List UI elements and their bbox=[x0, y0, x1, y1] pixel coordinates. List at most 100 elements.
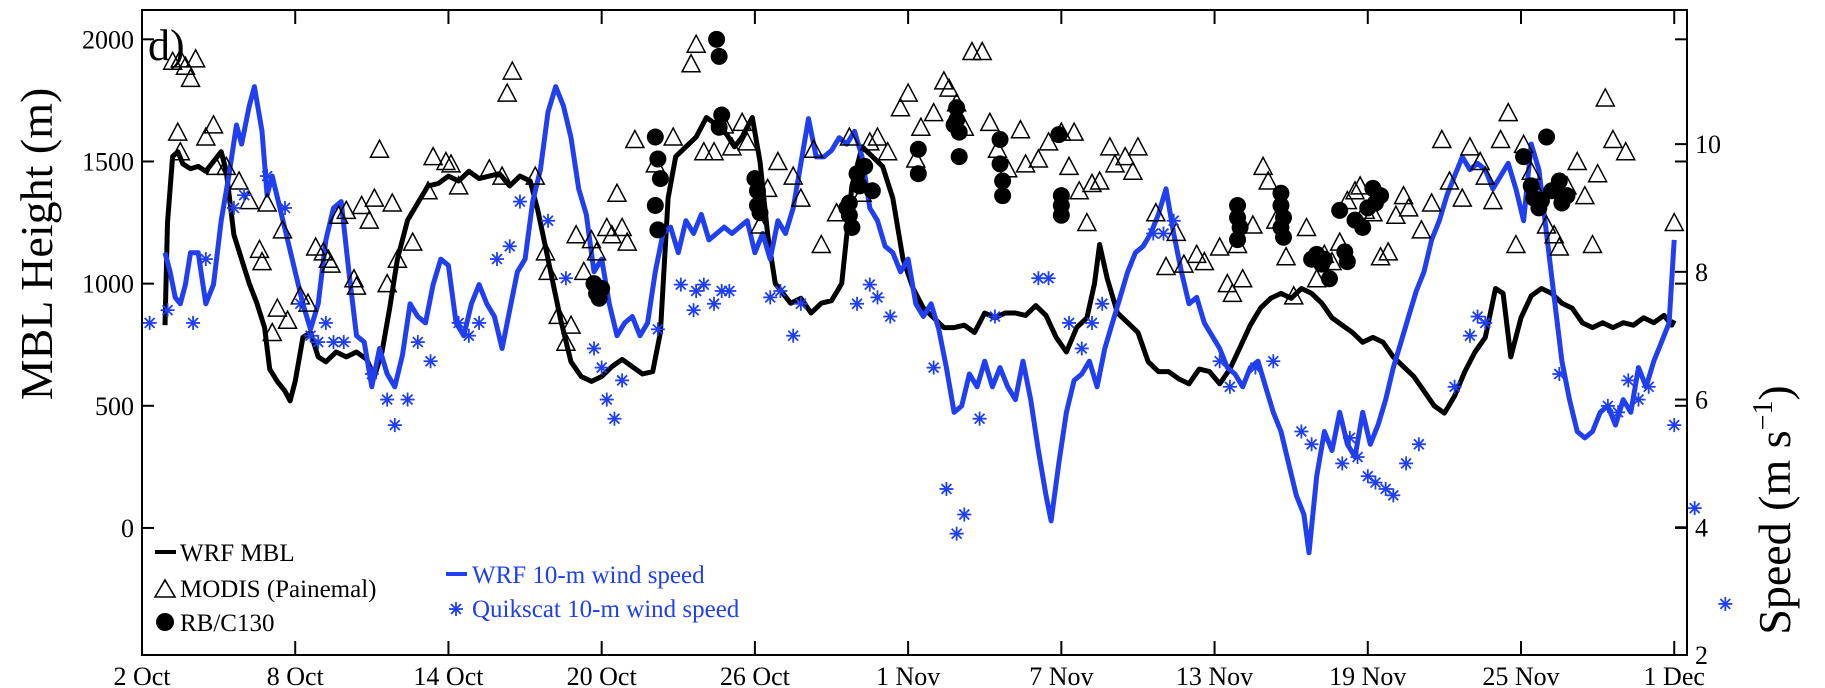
modis-point bbox=[611, 216, 633, 237]
modis-point bbox=[573, 260, 595, 281]
y2-tick-label: 10 bbox=[1695, 130, 1721, 159]
rb-c130-point bbox=[1538, 128, 1556, 146]
quikscat-point bbox=[987, 309, 1002, 324]
x-tick-label: 2 Oct bbox=[113, 662, 171, 688]
quikscat-point bbox=[1478, 315, 1493, 330]
modis-point bbox=[364, 187, 385, 207]
modis-point bbox=[803, 138, 824, 159]
modis-point bbox=[1252, 155, 1274, 176]
modis-point bbox=[767, 150, 789, 171]
legend: WRF MBL MODIS (Painemal) RB/C130 WRF 10-… bbox=[153, 540, 740, 637]
modis-point bbox=[346, 275, 367, 295]
quikscat-point bbox=[1095, 296, 1110, 311]
rb-c130-point bbox=[1354, 218, 1372, 236]
rb-c130-point bbox=[994, 187, 1012, 205]
quikscat-point bbox=[1600, 398, 1615, 413]
rb-c130-point bbox=[1338, 253, 1356, 271]
legend-quikscat-asterisk bbox=[449, 602, 463, 616]
x-tick-label: 13 Nov bbox=[1176, 662, 1253, 688]
x-tick-label: 25 Nov bbox=[1482, 662, 1559, 688]
quikscat-point bbox=[198, 252, 213, 267]
quikscat-point bbox=[926, 360, 941, 375]
y2-tick-label: 2 bbox=[1695, 641, 1708, 670]
modis-point bbox=[422, 145, 444, 166]
modis-point bbox=[1595, 87, 1616, 107]
modis-point bbox=[1469, 150, 1491, 171]
y2-tick-label: 6 bbox=[1695, 386, 1708, 415]
quikscat-point bbox=[1718, 596, 1733, 611]
quikscat-point bbox=[1631, 392, 1646, 407]
modis-point bbox=[1439, 170, 1460, 190]
quikscat-point bbox=[1166, 213, 1181, 228]
modis-point bbox=[1010, 119, 1031, 139]
rb-c130-point bbox=[1275, 228, 1293, 246]
modis-point bbox=[1398, 197, 1419, 217]
modis-point bbox=[297, 292, 319, 312]
quikscat-point bbox=[303, 328, 318, 343]
modis-point bbox=[320, 253, 342, 273]
quikscat-point bbox=[1222, 379, 1237, 394]
modis-point bbox=[790, 187, 812, 207]
modis-point bbox=[502, 60, 523, 80]
quikscat-point bbox=[237, 188, 252, 203]
modis-point bbox=[417, 180, 439, 200]
quikscat-point bbox=[142, 315, 157, 330]
quikscat-point bbox=[763, 290, 778, 305]
rb-c130-point bbox=[1550, 172, 1568, 190]
modis-point bbox=[162, 50, 183, 71]
modis-point bbox=[890, 97, 911, 117]
modis-point bbox=[1574, 185, 1596, 205]
modis-point bbox=[359, 209, 380, 229]
modis-point bbox=[938, 77, 960, 97]
modis-point bbox=[479, 158, 500, 178]
quikscat-point bbox=[512, 194, 527, 209]
x-tick-label: 1 Dec bbox=[1644, 662, 1705, 688]
rb-c130-point bbox=[948, 99, 966, 117]
rb-c130-point bbox=[856, 157, 874, 175]
modis-point bbox=[1543, 224, 1565, 244]
modis-point bbox=[616, 231, 638, 251]
x-tick-label: 26 Oct bbox=[720, 662, 791, 688]
modis-point bbox=[979, 111, 1001, 132]
quikscat-point bbox=[1248, 360, 1263, 375]
quikscat-point bbox=[1386, 488, 1401, 503]
axis-ticks bbox=[141, 10, 1687, 656]
quikscat-point bbox=[1470, 309, 1485, 324]
y-tick-label: 0 bbox=[121, 514, 134, 543]
y-tick-label: 1000 bbox=[82, 270, 134, 299]
rb-c130-point bbox=[1320, 270, 1338, 288]
modis-point bbox=[328, 204, 349, 224]
modis-point bbox=[369, 138, 390, 159]
quikscat-point bbox=[336, 335, 351, 350]
modis-point bbox=[971, 40, 993, 61]
quikscat-point bbox=[1304, 437, 1319, 452]
rb-c130-point bbox=[851, 177, 869, 195]
y-tick-label: 1500 bbox=[82, 147, 134, 176]
y-axis-title: MBL Height (m) bbox=[11, 88, 62, 401]
modis-point bbox=[782, 165, 804, 185]
y-tick-label: 2000 bbox=[82, 25, 134, 54]
rb-c130-point bbox=[1515, 148, 1533, 166]
quikscat-point bbox=[558, 271, 573, 286]
modis-point bbox=[267, 297, 288, 317]
quikscat-point bbox=[1062, 315, 1076, 330]
rb-c130-point bbox=[1331, 201, 1349, 219]
quikscat-point bbox=[607, 411, 622, 426]
quikscat-point bbox=[400, 392, 415, 407]
modis-point bbox=[272, 219, 293, 239]
modis-point bbox=[877, 141, 898, 161]
quikscat-point bbox=[862, 277, 877, 292]
modis-point bbox=[448, 175, 469, 195]
modis-point bbox=[1411, 219, 1432, 239]
modis-point bbox=[1431, 128, 1453, 149]
y2-axis-title: Speed (m s−1) bbox=[1748, 385, 1800, 635]
quikscat-point bbox=[226, 200, 241, 215]
modis-point bbox=[1296, 216, 1317, 237]
x-tick-label: 7 Nov bbox=[1029, 662, 1093, 688]
modis-point bbox=[811, 233, 832, 254]
modis-point bbox=[1209, 236, 1230, 256]
modis-point bbox=[1549, 236, 1570, 256]
modis-point bbox=[1283, 285, 1304, 305]
quikscat-point bbox=[311, 335, 326, 350]
modis-point bbox=[1377, 241, 1399, 261]
